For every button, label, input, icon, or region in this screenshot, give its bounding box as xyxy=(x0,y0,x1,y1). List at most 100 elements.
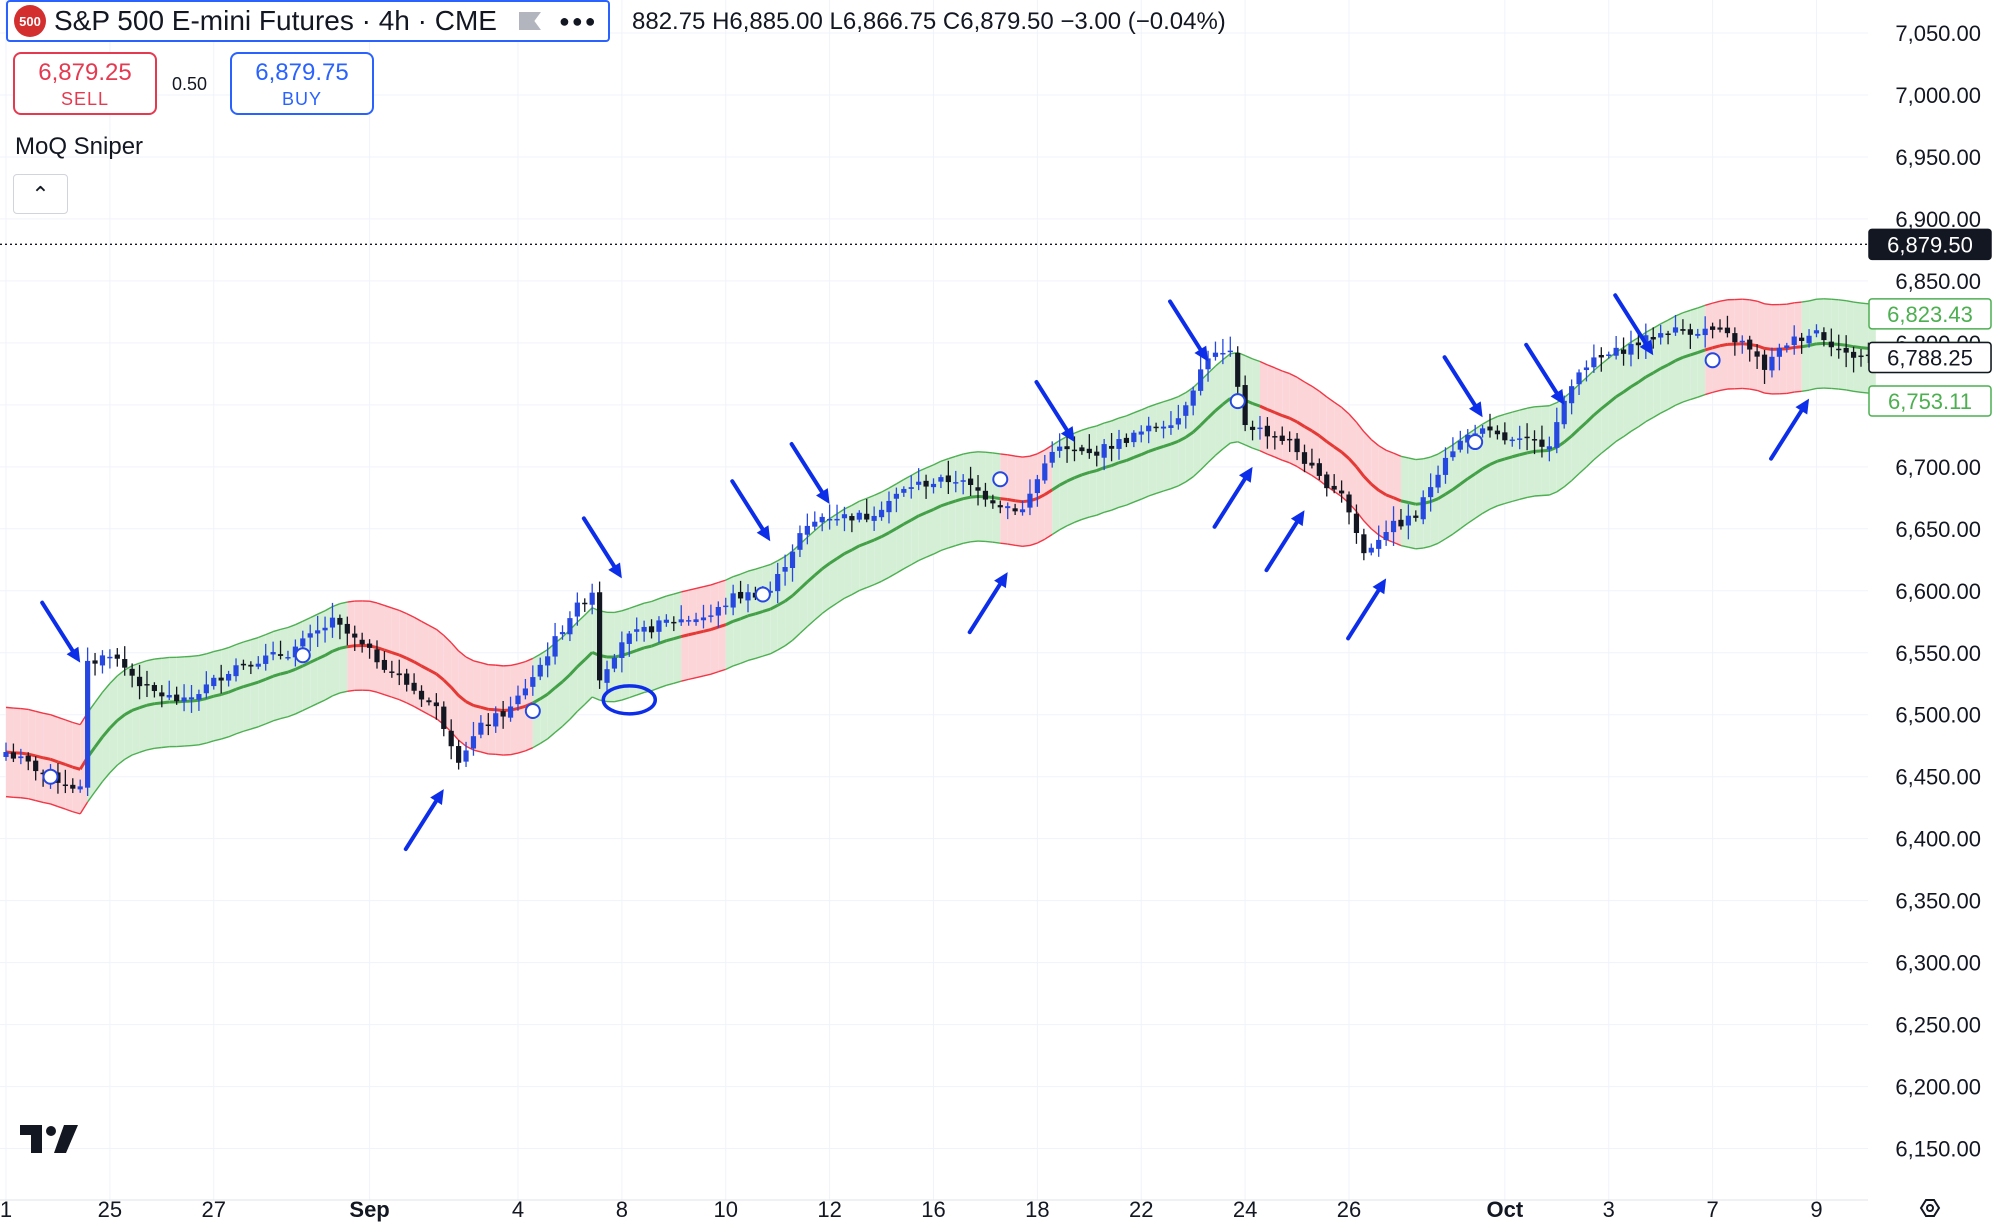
lower-band xyxy=(517,750,526,754)
ohlc-readout: 882.75 H6,885.00 L6,866.75 C6,879.50 −3.… xyxy=(632,8,1226,35)
lower-band xyxy=(1037,538,1046,544)
lower-band xyxy=(725,665,734,670)
sell-button[interactable]: 6,879.25 SELL xyxy=(13,52,157,115)
lower-band xyxy=(1252,447,1261,452)
candle-body xyxy=(396,673,402,676)
gear-icon[interactable] xyxy=(1919,1199,1941,1217)
upper-band xyxy=(1408,457,1416,461)
candle-body xyxy=(841,514,848,519)
lower-band xyxy=(784,639,793,647)
candle-body xyxy=(552,636,558,657)
annotation-arrow xyxy=(1613,293,1651,351)
time-axis[interactable]: 1 25 27 Sep 4 8 10 12 16 18 22 24 26 Oct 3 7 9 xyxy=(0,1197,1823,1222)
lower-band xyxy=(109,764,118,774)
candle-body xyxy=(441,706,447,729)
lower-band xyxy=(287,713,296,718)
midline xyxy=(576,658,586,668)
candle-body xyxy=(834,518,840,521)
upper-band xyxy=(1764,303,1773,306)
upper-band xyxy=(732,573,741,578)
candle-body xyxy=(344,623,350,634)
midline xyxy=(1400,499,1409,504)
candle-body xyxy=(226,673,232,681)
upper-band xyxy=(1363,431,1372,441)
upper-band xyxy=(970,451,979,454)
annotation-arrows xyxy=(0,243,1868,852)
candle-body xyxy=(1776,347,1782,357)
midline xyxy=(1466,472,1476,480)
lower-band xyxy=(814,612,823,621)
candle-body xyxy=(1524,436,1530,439)
upper-band xyxy=(1690,307,1698,311)
midline xyxy=(665,637,675,643)
lower-band xyxy=(1140,495,1149,500)
upper-band xyxy=(1445,444,1454,451)
upper-band xyxy=(948,455,956,460)
candle-body xyxy=(1821,332,1827,341)
lower-band xyxy=(1630,426,1639,432)
chevron-up-icon[interactable]: ⌃ xyxy=(13,174,68,214)
upper-band xyxy=(1378,445,1387,451)
upper-band xyxy=(1415,458,1424,461)
candle-body xyxy=(1717,327,1723,330)
buy-button[interactable]: 6,879.75 BUY xyxy=(230,52,374,115)
lower-band xyxy=(65,808,74,813)
candle-body xyxy=(545,656,551,666)
candle-body xyxy=(953,482,959,484)
midline xyxy=(1192,424,1202,434)
upper-band xyxy=(443,634,452,644)
lower-band xyxy=(72,811,81,815)
lower-band xyxy=(1749,388,1758,392)
midline xyxy=(1719,342,1728,348)
candle-body xyxy=(1435,474,1441,488)
midline xyxy=(428,668,438,676)
midline xyxy=(740,614,749,621)
upper-band xyxy=(636,602,645,607)
lower-band xyxy=(324,695,333,701)
price-axis[interactable]: 7,050.00 7,000.00 6,950.00 6,900.00 6,850.00… xyxy=(1895,21,1981,1162)
candle-body xyxy=(1754,351,1760,357)
upper-band xyxy=(643,600,652,604)
midline xyxy=(1860,346,1869,350)
price-labels: 6,879.506,823.436,788.276,788.256,753.11 xyxy=(1868,228,1992,417)
candle-body xyxy=(1598,354,1604,358)
midline xyxy=(450,686,460,697)
arrow-head xyxy=(66,646,81,663)
symbol-header[interactable]: 500 S&P 500 E-mini Futures · 4h · CME ●●… xyxy=(6,0,610,42)
lower-band xyxy=(799,625,808,634)
lower-band xyxy=(1089,514,1097,518)
midline xyxy=(1036,493,1046,500)
midline xyxy=(42,756,51,761)
ellipsis-icon[interactable]: ●●● xyxy=(558,10,598,31)
candle-body xyxy=(3,752,9,757)
price-tick-label: 7,000.00 xyxy=(1895,83,1981,108)
candle-body xyxy=(1680,329,1686,331)
upper-band xyxy=(1096,422,1105,427)
midline xyxy=(27,752,37,758)
midline xyxy=(495,708,504,712)
lower-band xyxy=(591,696,600,701)
midline xyxy=(947,499,957,505)
candle-body xyxy=(1710,326,1716,330)
midline xyxy=(1370,482,1380,492)
candle-body xyxy=(1212,352,1219,357)
candle-body xyxy=(1034,479,1040,494)
candle-body xyxy=(1531,439,1538,441)
indicator-name[interactable]: MoQ Sniper xyxy=(15,133,144,160)
upper-band xyxy=(510,663,519,667)
lower-band xyxy=(235,730,244,735)
upper-band xyxy=(1259,360,1268,366)
upper-band xyxy=(1178,392,1187,398)
candle-body xyxy=(1064,446,1070,450)
annotation-arrow xyxy=(1524,342,1562,401)
candle-body xyxy=(1784,345,1790,348)
lower-band xyxy=(888,572,897,578)
flag-icon[interactable] xyxy=(518,12,541,30)
candle-body xyxy=(619,642,625,659)
tradingview-logo[interactable] xyxy=(20,1125,78,1153)
sell-price: 6,879.25 xyxy=(38,59,132,86)
candle-body xyxy=(92,660,98,664)
symbol-title[interactable]: S&P 500 E-mini Futures · 4h · CME xyxy=(54,5,497,36)
lower-band xyxy=(20,797,29,800)
